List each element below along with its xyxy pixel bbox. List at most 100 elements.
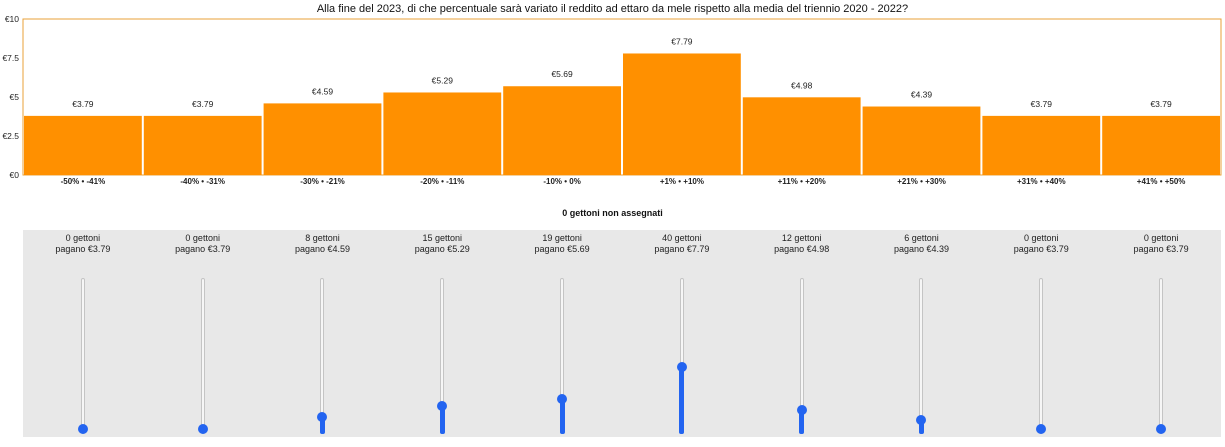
bar-value-label: €3.79 — [1150, 99, 1172, 109]
bar-value-label: €5.29 — [432, 75, 454, 85]
token-slider-column: 0 gettoni pagano €3.79 — [1101, 230, 1221, 437]
bar-value-label: €3.79 — [72, 99, 94, 109]
slider-caption: 0 gettoni pagano €3.79 — [143, 233, 263, 255]
bar-value-label: €3.79 — [1031, 99, 1053, 109]
token-slider-column: 15 gettoni pagano €5.29 — [382, 230, 502, 437]
token-slider-column: 40 gettoni pagano €7.79 — [622, 230, 742, 437]
slider-caption: 0 gettoni pagano €3.79 — [981, 233, 1101, 255]
token-slider-column: 0 gettoni pagano €3.79 — [143, 230, 263, 437]
slider-track[interactable] — [919, 278, 924, 434]
payout-label: pagano €5.29 — [414, 244, 470, 254]
plot-frame — [22, 18, 1222, 176]
x-tick-label: -50% • -41% — [61, 177, 106, 186]
slider-thumb[interactable] — [557, 394, 568, 405]
slider-fill — [918, 419, 924, 434]
x-tick-label: +21% • +30% — [897, 177, 946, 186]
slider-caption: 12 gettoni pagano €4.98 — [742, 233, 862, 255]
payout-label: pagano €4.39 — [893, 244, 950, 254]
token-count-label: 6 gettoni — [904, 233, 939, 243]
token-sliders-panel: 0 gettoni pagano €3.79 0 gettoni pagano €3.… — [23, 230, 1221, 437]
y-tick-label: €7.5 — [2, 53, 19, 63]
token-count-label: 0 gettoni — [65, 233, 101, 243]
slider-thumb[interactable] — [77, 424, 88, 434]
slider-thumb[interactable] — [676, 361, 687, 372]
slider-fill — [439, 405, 445, 434]
bar — [383, 92, 502, 175]
token-count-label: 0 gettoni — [1024, 233, 1059, 243]
payout-label: pagano €3.79 — [175, 244, 231, 254]
payout-label: pagano €3.79 — [1013, 244, 1069, 254]
slider-thumb[interactable] — [197, 424, 208, 434]
bar-value-label: €4.98 — [791, 80, 813, 90]
slider-caption: 15 gettoni pagano €5.29 — [382, 233, 502, 255]
unassigned-tokens-label: 0 gettoni non assegnati — [562, 208, 663, 218]
chart-title: Alla fine del 2023, di che percentuale s… — [316, 3, 909, 15]
payout-label: pagano €4.59 — [294, 244, 351, 254]
slider-caption: 19 gettoni pagano €5.69 — [502, 233, 622, 255]
slider-track[interactable] — [1159, 278, 1164, 434]
token-slider-column: 0 gettoni pagano €3.79 — [23, 230, 143, 437]
slider-track[interactable] — [320, 278, 325, 434]
x-tick-label: +11% • +20% — [778, 177, 826, 186]
y-tick-label: €0 — [10, 170, 20, 180]
slider-thumb[interactable] — [1036, 424, 1047, 434]
token-count-label: 0 gettoni — [185, 233, 220, 243]
bar — [982, 115, 1101, 175]
bar — [263, 103, 382, 175]
token-slider-column: 0 gettoni pagano €3.79 — [981, 230, 1101, 437]
bar-value-label: €4.39 — [911, 90, 933, 100]
x-tick-label: -20% • -11% — [420, 177, 464, 186]
token-count-label: 8 gettoni — [305, 233, 340, 243]
token-count-label: 15 gettoni — [422, 233, 463, 243]
token-count-label: 0 gettoni — [1143, 233, 1179, 243]
x-tick-label: +1% • +10% — [660, 177, 704, 186]
token-count-label: 12 gettoni — [781, 233, 822, 243]
x-tick-label: -30% • -21% — [300, 177, 345, 186]
bar — [24, 115, 142, 175]
bar — [143, 115, 262, 175]
bar — [1102, 115, 1220, 175]
token-count-label: 19 gettoni — [542, 233, 582, 243]
token-count-label: 40 gettoni — [662, 233, 702, 243]
slider-track[interactable] — [80, 278, 85, 434]
slider-thumb[interactable] — [317, 411, 328, 422]
x-tick-label: -10% • 0% — [543, 177, 580, 186]
slider-fill — [799, 410, 805, 434]
bar-value-label: €5.69 — [551, 69, 573, 79]
slider-caption: 8 gettoni pagano €4.59 — [263, 233, 383, 255]
slider-caption: 0 gettoni pagano €3.79 — [23, 233, 143, 255]
slider-thumb[interactable] — [1156, 424, 1167, 434]
token-slider-column: 8 gettoni pagano €4.59 — [263, 230, 383, 437]
bar — [742, 97, 861, 175]
bar — [623, 53, 741, 176]
slider-thumb[interactable] — [437, 400, 448, 411]
payout-label: pagano €7.79 — [654, 244, 710, 254]
bar-chart: €0 €2.5 €5 €7.5 €10 €3.79 -50% • -41% €3.79 -40%… — [2, 14, 1222, 186]
slider-caption: 0 gettoni pagano €3.79 — [1101, 233, 1221, 255]
x-tick-label: -40% • -31% — [180, 177, 225, 186]
bar-value-label: €4.59 — [312, 86, 334, 96]
slider-fill — [319, 416, 325, 434]
slider-track[interactable] — [200, 278, 205, 434]
slider-track[interactable] — [1039, 278, 1044, 434]
bar — [862, 106, 981, 175]
token-slider-column: 12 gettoni pagano €4.98 — [742, 230, 862, 437]
bar-value-label: €3.79 — [192, 99, 214, 109]
payout-label: pagano €5.69 — [534, 244, 590, 254]
slider-fill — [559, 399, 565, 434]
bar-value-label: €7.79 — [671, 36, 693, 46]
token-slider-column: 19 gettoni pagano €5.69 — [502, 230, 622, 437]
x-tick-label: +31% • +40% — [1017, 177, 1066, 186]
y-tick-label: €5 — [10, 92, 20, 102]
x-tick-label: +41% • +50% — [1137, 177, 1186, 186]
slider-caption: 6 gettoni pagano €4.39 — [862, 233, 982, 255]
slider-thumb[interactable] — [796, 405, 807, 416]
slider-caption: 40 gettoni pagano €7.79 — [622, 233, 742, 255]
token-slider-column: 6 gettoni pagano €4.39 — [862, 230, 982, 437]
y-tick-label: €10 — [5, 14, 19, 24]
payout-label: pagano €3.79 — [55, 244, 111, 254]
bar — [503, 86, 621, 175]
slider-fill — [679, 366, 685, 434]
payout-label: pagano €4.98 — [774, 244, 830, 254]
slider-thumb[interactable] — [916, 414, 927, 425]
